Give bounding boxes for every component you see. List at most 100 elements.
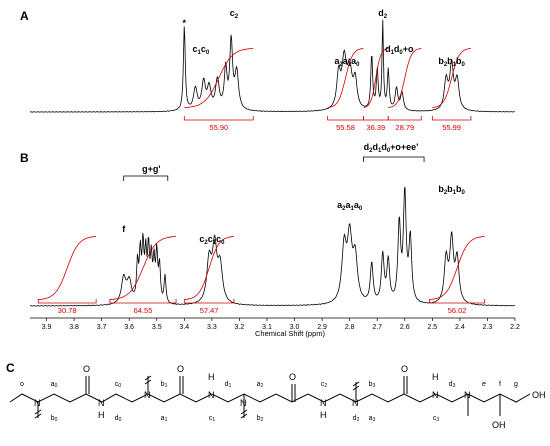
branch-n4: [352, 381, 360, 402]
integral-value-1: 55.58: [336, 123, 355, 132]
peak-label-5: d1d0+o: [385, 44, 414, 56]
integral-curve-4: [432, 48, 471, 108]
integral-bar-3: [429, 299, 486, 304]
spectrum-a-integrals: 55.90 55.58 36.39 28.79 55.99: [183, 116, 472, 132]
position-label-19: g: [514, 381, 518, 388]
chemical-structure: [9, 375, 531, 419]
integral-bar-0: [183, 116, 254, 121]
x-axis-ticks: 3.9 3.8 3.7 3.6 3.5 3.4 3.3 3.2 3.1 3.0 2.9 2.8 2.7 2…: [42, 318, 520, 331]
x-tick-label-3: 3.6: [124, 324, 134, 331]
atom-n9: N: [464, 390, 471, 400]
branch-n2: [144, 375, 152, 394]
position-label-17: e: [482, 381, 486, 388]
atom-h3: H: [208, 372, 215, 382]
integral-curve-2: [363, 48, 389, 108]
x-tick-label-6: 3.3: [207, 324, 217, 331]
position-label-1: a0: [51, 381, 58, 389]
atom-n3: N: [144, 390, 151, 400]
position-label-18: f: [499, 381, 501, 388]
x-tick-label-5: 3.4: [179, 324, 189, 331]
integral-curve-1: [327, 48, 364, 108]
position-label-15: c3: [433, 415, 440, 423]
spectrum-b-peak-labels: f g+g' c2c1c0 a2a1a0 d2d1d0+o+ee' b2b1b0: [122, 142, 465, 246]
atom-n6: N: [320, 398, 327, 408]
bracket-d2: [363, 156, 425, 162]
atom-n2: N: [98, 398, 105, 408]
x-axis-title: Chemical Shift (ppm): [255, 329, 326, 338]
x-tick-label-12: 2.7: [372, 324, 382, 331]
atom-o4: O: [401, 364, 408, 374]
branch-n3: [240, 394, 248, 419]
integral-bar-3: [387, 116, 422, 121]
integral-bar-0: [37, 299, 97, 304]
atom-h6: H: [320, 410, 327, 420]
position-label-3: c0: [115, 381, 122, 389]
panel-letter-a: A: [20, 9, 29, 23]
peak-label-3: a2a1a0: [334, 56, 360, 68]
x-tick-label-11: 2.8: [345, 324, 355, 331]
x-tick-label-10: 2.9: [317, 324, 327, 331]
atom-n8: N: [432, 390, 439, 400]
atom-h2: H: [98, 410, 105, 420]
integral-value-3: 56.02: [448, 306, 467, 315]
integral-value-0: 30.78: [58, 306, 77, 315]
spectrum-b-trace: [29, 186, 515, 307]
x-tick-label-2: 3.7: [97, 324, 107, 331]
integral-curve-1: [109, 236, 177, 300]
spectrum-a-peak-labels: * c1c0 c2 a2a1a0 d2 d1d0+o b2b1b0: [183, 8, 466, 68]
structure-labels: N O N H N O H N N O N H N O H N N OH OH: [34, 364, 546, 430]
position-label-14: a3: [369, 415, 376, 423]
integral-value-1: 64.55: [134, 306, 153, 315]
spectrum-b-integral-curves: [38, 236, 485, 300]
integral-curve-0: [184, 48, 254, 108]
position-label-7: c1: [209, 415, 216, 423]
atom-n5: N: [240, 398, 247, 408]
spectrum-a-integral-curves: [184, 48, 471, 108]
position-label-2: b0: [51, 415, 58, 423]
position-label-4: d0: [115, 415, 122, 423]
integral-curve-0: [38, 236, 97, 300]
position-label-8: d1: [225, 381, 232, 389]
atom-oh2: OH: [532, 390, 546, 400]
peak-label-1: g+g': [142, 164, 160, 174]
position-label-13: b3: [369, 381, 376, 389]
peak-label-4: d2: [378, 8, 388, 20]
spectrum-a-trace: [30, 19, 515, 113]
x-tick-label-13: 2.6: [400, 324, 410, 331]
integral-curve-2: [184, 236, 234, 300]
x-tick-label-7: 3.2: [235, 324, 245, 331]
atom-n4: N: [208, 390, 215, 400]
integral-curve-3: [388, 48, 422, 108]
position-label-16: d3: [449, 381, 456, 389]
peak-label-6: b2b1b0: [438, 56, 465, 68]
peak-label-0: f: [122, 224, 126, 234]
integral-bar-2: [183, 299, 235, 304]
atom-o1: O: [83, 364, 90, 374]
integral-bar-4: [431, 116, 472, 121]
x-tick-label-8: 3.1: [262, 324, 272, 331]
peak-label-1: c1c0: [193, 44, 210, 56]
x-tick-label-16: 2.3: [483, 324, 493, 331]
integral-bar-2: [363, 116, 389, 121]
integral-bar-1: [109, 299, 177, 304]
peak-label-2: c2: [230, 8, 239, 20]
position-label-6: a1: [161, 415, 168, 423]
branch-n1: [34, 402, 42, 419]
position-label-5: b1: [161, 381, 168, 389]
integral-value-3: 28.79: [395, 123, 414, 132]
x-tick-label-15: 2.4: [455, 324, 465, 331]
position-label-0: o: [20, 381, 24, 388]
atom-o3: O: [289, 372, 296, 382]
integral-value-0: 55.90: [209, 123, 228, 132]
spectrum-b: 30.78 64.55 57.47 56.02 f g+g' c2c1c0 a2a1a0 d2…: [29, 142, 520, 338]
integral-value-4: 55.99: [442, 123, 461, 132]
atom-n7: N: [352, 398, 359, 408]
spectrum-b-integrals: 30.78 64.55 57.47 56.02: [37, 299, 486, 315]
x-tick-label-1: 3.8: [69, 324, 79, 331]
x-tick-label-14: 2.5: [427, 324, 437, 331]
spectrum-a: 55.90 55.58 36.39 28.79 55.99 * c1c0 c2 a2a1a0 d…: [30, 8, 515, 132]
position-label-9: a2: [257, 381, 264, 389]
peak-label-5: b2b1b0: [438, 184, 465, 196]
peak-label-4: d2d1d0+o+ee': [364, 142, 419, 154]
